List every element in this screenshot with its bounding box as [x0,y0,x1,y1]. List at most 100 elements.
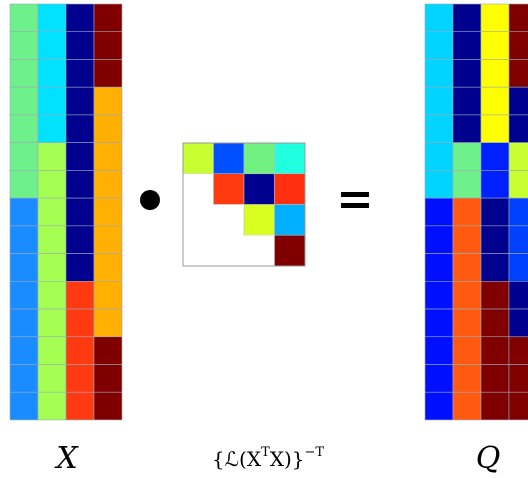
cell [9,253,39,282]
cell [452,336,482,365]
cell [65,59,95,88]
cell [9,336,39,365]
cell [424,142,454,171]
cell [9,364,39,393]
cell [508,336,528,365]
cell [93,114,123,143]
cell [65,280,95,310]
label-part: X)} [270,447,305,471]
cell [37,253,67,282]
cell [508,225,528,254]
cell [37,142,67,171]
cell [37,59,67,88]
cell [65,170,95,199]
cell [183,204,214,236]
cell [480,225,510,254]
cell [93,225,123,254]
cell [37,3,67,33]
cell [424,308,454,338]
cell [508,253,528,282]
label-x: X [54,441,79,476]
label-part: {ℒ(X [212,447,262,471]
label-sup: −T [305,445,325,460]
cell [508,308,528,338]
label-inverse: {ℒ(XTX)}−T [212,445,325,471]
cell [93,280,123,310]
cell [37,391,67,421]
cell [213,142,245,175]
cell [452,170,482,199]
cell [65,3,95,33]
cell [480,86,510,116]
cell [480,336,510,365]
cell [452,31,482,60]
cell [243,204,275,236]
cell [37,86,67,116]
cell [9,114,39,143]
cell [508,3,528,33]
cell [37,170,67,199]
cell [37,308,67,338]
cell [37,31,67,60]
cell [424,336,454,365]
cell [93,170,123,199]
cell [93,308,123,338]
cell [37,197,67,227]
cell [93,3,123,33]
equals-sign [341,192,369,208]
cell [424,253,454,282]
cell [65,225,95,254]
cell [65,86,95,116]
cell [508,170,528,199]
cell [508,280,528,310]
cell [65,197,95,227]
cell [65,142,95,171]
cell [37,114,67,143]
cell [93,59,123,88]
cell [213,235,244,266]
cell [452,253,482,282]
cell [480,114,510,143]
matrix-q [424,3,528,421]
cell [37,280,67,310]
cell [93,253,123,282]
cell [508,59,528,88]
cell [508,364,528,393]
cell [480,308,510,338]
cell [508,197,528,227]
cell [274,204,306,236]
cell [93,142,123,171]
cell [480,170,510,199]
cell [183,235,214,266]
cell [452,86,482,116]
cell [37,364,67,393]
cell [9,225,39,254]
matrix-border [182,142,306,267]
cell [274,234,306,267]
cell [452,280,482,310]
cell [424,197,454,227]
cell [452,142,482,171]
cell [65,114,95,143]
label-q: Q [476,441,501,476]
cell [480,364,510,393]
cell [9,391,39,421]
cell [37,336,67,365]
cell [93,86,123,116]
cell [424,114,454,143]
cell [243,173,275,205]
cell [452,114,482,143]
cell [508,86,528,116]
cell [65,31,95,60]
cell [93,391,123,421]
cell [424,59,454,88]
cell [93,197,123,227]
cell [9,59,39,88]
cell [452,391,482,421]
cell [424,364,454,393]
cell [9,86,39,116]
cell [93,31,123,60]
cell [93,336,123,365]
cell [9,31,39,60]
